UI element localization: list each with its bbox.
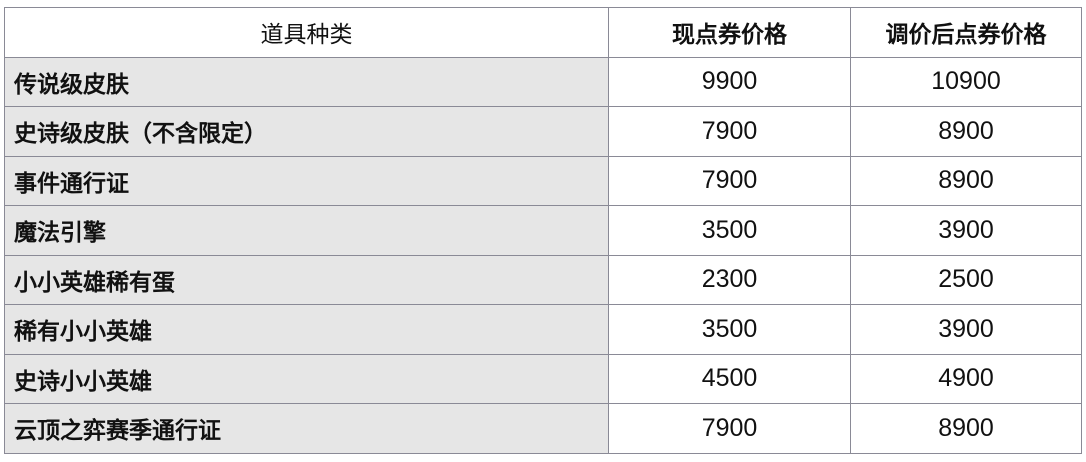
item-name-cell: 史诗级皮肤（不含限定） [4,106,609,157]
item-name-cell: 魔法引擎 [4,205,609,256]
table-row: 云顶之弈赛季通行证 7900 8900 [4,403,1082,454]
table-row: 小小英雄稀有蛋 2300 2500 [4,254,1082,305]
current-price-cell: 4500 [608,353,851,404]
item-name-cell: 传说级皮肤 [4,56,609,107]
adjusted-price-cell: 8900 [850,155,1082,206]
item-name-cell: 云顶之弈赛季通行证 [4,403,609,454]
table-row: 传说级皮肤 9900 10900 [4,56,1082,107]
table-row: 魔法引擎 3500 3900 [4,205,1082,256]
current-price-cell: 3500 [608,304,851,355]
table-row: 史诗小小英雄 4500 4900 [4,353,1082,404]
adjusted-price-cell: 2500 [850,254,1082,305]
table-row: 稀有小小英雄 3500 3900 [4,304,1082,355]
adjusted-price-cell: 4900 [850,353,1082,404]
current-price-cell: 2300 [608,254,851,305]
item-name-cell: 史诗小小英雄 [4,353,609,404]
current-price-cell: 7900 [608,106,851,157]
current-price-cell: 9900 [608,56,851,107]
item-name-cell: 小小英雄稀有蛋 [4,254,609,305]
current-price-cell: 3500 [608,205,851,256]
adjusted-price-cell: 10900 [850,56,1082,107]
adjusted-price-cell: 3900 [850,205,1082,256]
adjusted-price-cell: 8900 [850,106,1082,157]
price-table: 道具种类 现点券价格 调价后点券价格 传说级皮肤 9900 10900 史诗级皮肤（不… [4,7,1082,454]
item-name-cell: 稀有小小英雄 [4,304,609,355]
header-adjusted-price: 调价后点券价格 [850,7,1082,58]
table-row: 事件通行证 7900 8900 [4,155,1082,206]
header-current-price: 现点券价格 [608,7,851,58]
current-price-cell: 7900 [608,403,851,454]
item-name-cell: 事件通行证 [4,155,609,206]
adjusted-price-cell: 8900 [850,403,1082,454]
adjusted-price-cell: 3900 [850,304,1082,355]
table-row: 史诗级皮肤（不含限定） 7900 8900 [4,106,1082,157]
header-item-type: 道具种类 [4,7,609,58]
header-row: 道具种类 现点券价格 调价后点券价格 [4,7,1082,58]
current-price-cell: 7900 [608,155,851,206]
